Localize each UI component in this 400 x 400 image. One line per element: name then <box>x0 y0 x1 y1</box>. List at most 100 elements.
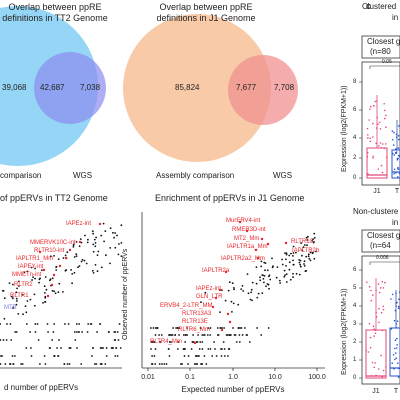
scatter-right-xtick: 0.1 <box>185 374 195 381</box>
box-bottom-j1-point <box>365 349 368 352</box>
scatter-right-point <box>183 348 185 350</box>
scatter-left-point <box>71 273 74 275</box>
box-top-t-point <box>391 152 394 155</box>
box-top-panel <box>359 35 400 186</box>
scatter-right-point <box>221 327 223 329</box>
scatter-right-point-highlight <box>224 270 228 274</box>
box-bottom-ytick: 3 <box>353 321 357 327</box>
scatter-left-point <box>76 331 78 333</box>
scatter-right-point <box>292 245 295 248</box>
box-top-j1-point <box>367 134 369 136</box>
scatter-left-point <box>47 331 49 333</box>
scatter-right-point <box>284 252 286 255</box>
scatter-right-point <box>193 363 196 365</box>
box-top-t-point <box>395 172 397 174</box>
scatter-right-annotation: RLTR4_Mm <box>150 339 182 345</box>
scatter-right-point-highlight <box>245 229 249 233</box>
scatter-right-point <box>187 363 190 365</box>
box-bottom-j1-point <box>366 281 368 284</box>
scatter-right-point <box>302 246 305 249</box>
box-bottom-t-point <box>395 357 398 359</box>
box-bottom-t-point <box>395 305 397 307</box>
box-bottom-t-point <box>391 362 394 364</box>
scatter-right-point <box>217 334 220 336</box>
scatter-right-point <box>313 232 316 235</box>
box-bottom-t-point <box>393 368 395 370</box>
scatter-right-point <box>251 281 254 284</box>
scatter-right-point <box>276 266 279 268</box>
scatter-left-point <box>42 302 44 304</box>
scatter-left-point <box>92 250 95 253</box>
scatter-right-point <box>245 334 248 336</box>
scatter-left-point <box>86 331 89 333</box>
venn-right-count-left: 85,824 <box>175 83 200 92</box>
scatter-right-point <box>255 282 258 285</box>
scatter-right-point-highlight <box>260 237 264 241</box>
scatter-right-point <box>230 334 232 336</box>
box-top-j1-point <box>376 127 378 129</box>
scatter-left-point <box>74 339 77 341</box>
box-top-j1-point <box>383 147 386 150</box>
scatter-right-point <box>201 341 204 343</box>
venn-left-title-line2: definitions in TT2 Genome <box>2 13 108 23</box>
scatter-left-point <box>22 313 24 316</box>
scatter-right-point <box>289 278 292 281</box>
scatter-right-point <box>216 327 219 329</box>
scatter-right-point <box>279 282 281 284</box>
scatter-right-point <box>191 341 194 343</box>
scatter-left-point <box>20 363 22 365</box>
box-top-j1-point <box>380 147 383 149</box>
venn-right-circle-wgs <box>228 55 298 125</box>
scatter-right-point <box>238 334 241 336</box>
scatter-left-point <box>78 323 80 325</box>
scatter-right-point <box>241 334 244 336</box>
scatter-right-point <box>246 273 249 275</box>
box-bottom-ytick: 4 <box>353 303 357 309</box>
scatter-right-point <box>153 355 156 357</box>
scatter-right-annotation: IAPLTR1a_Mm <box>227 244 268 250</box>
scatter-left-point <box>75 241 78 243</box>
box-bottom-j1-point <box>380 311 383 314</box>
box-bottom-j1-point <box>367 351 370 353</box>
scatter-right-point <box>292 259 294 262</box>
scatter-right-point <box>198 348 201 350</box>
box-bottom-ytick: 2 <box>353 339 357 345</box>
box-bottom-j1-point <box>382 287 385 289</box>
scatter-left-point <box>68 347 71 349</box>
box-bottom-j1-point <box>382 305 385 308</box>
scatter-right-point <box>268 287 270 290</box>
box-top-pvalue: 0.05 <box>382 59 392 65</box>
scatter-right-point <box>231 282 234 285</box>
box-bottom-t-point <box>390 298 392 300</box>
box-top-j1-point <box>377 168 380 170</box>
scatter-right-point <box>309 259 312 262</box>
scatter-left-point <box>44 301 47 303</box>
scatter-left-point-highlight <box>58 264 62 268</box>
scatter-left-point <box>109 262 111 265</box>
scatter-left-point <box>64 323 66 325</box>
box-bottom-ytick: 5 <box>353 285 357 291</box>
scatter-right-point <box>184 341 187 343</box>
scatter-left-point <box>118 323 121 325</box>
scatter-right-point <box>299 265 302 268</box>
box-top-j1-point <box>376 100 378 102</box>
scatter-left-point <box>116 234 118 237</box>
scatter-left-point <box>68 363 71 365</box>
scatter-right-point <box>235 341 238 343</box>
scatter-left-point <box>60 347 62 349</box>
scatter-left-point <box>102 347 104 349</box>
scatter-right-point <box>262 278 265 280</box>
scatter-right-point-highlight <box>256 256 260 260</box>
scatter-left-point <box>92 243 95 246</box>
scatter-right-point <box>178 334 181 336</box>
box-top-j1-point <box>366 155 369 158</box>
box-bottom-j1-point <box>369 336 372 339</box>
scatter-left-point <box>120 255 123 257</box>
box-bottom-t-point <box>393 319 396 322</box>
scatter-right-point <box>315 250 317 253</box>
scatter-right-point <box>285 253 288 256</box>
box-bottom-j1-point <box>381 329 384 332</box>
box-top-j1-point <box>377 123 379 125</box>
box-top-j1-point <box>366 151 369 154</box>
scatter-left-point <box>49 347 52 349</box>
